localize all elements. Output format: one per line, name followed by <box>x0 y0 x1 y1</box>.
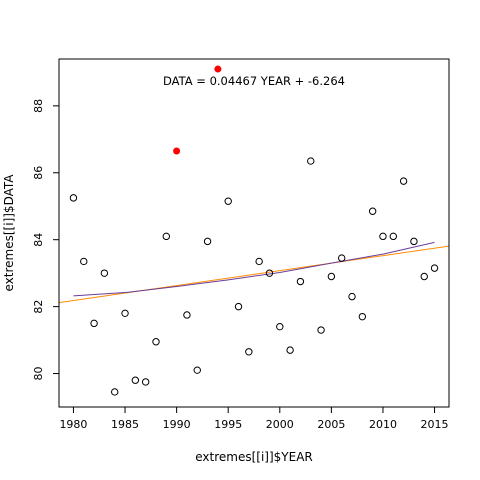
data-point <box>234 302 243 311</box>
data-point <box>131 376 140 384</box>
data-point <box>152 338 160 346</box>
data-points <box>69 65 439 396</box>
x-tick-label: 2005 <box>317 418 345 431</box>
data-point <box>317 326 325 334</box>
x-tick-label: 1995 <box>214 418 242 431</box>
data-point <box>276 322 284 331</box>
data-point <box>80 257 88 266</box>
x-tick-label: 1985 <box>111 418 139 431</box>
regression-equation: DATA = 0.04467 YEAR + -6.264 <box>163 74 345 88</box>
y-tick-label: 82 <box>32 300 45 314</box>
data-point <box>296 277 305 286</box>
x-axis-title: extremes[[i]]$YEAR <box>195 450 313 464</box>
data-point <box>141 378 150 386</box>
x-tick-label: 2015 <box>421 418 449 431</box>
data-point <box>337 254 346 262</box>
regression-line <box>59 245 449 304</box>
y-tick-label: 84 <box>32 233 45 247</box>
y-tick-label: 86 <box>32 166 45 180</box>
y-axis: 80 82 84 86 88 <box>32 99 60 381</box>
data-point <box>286 346 294 354</box>
y-axis-title: extremes[[i]]$DATA <box>2 174 16 292</box>
data-point <box>399 177 408 185</box>
x-tick-label: 1990 <box>163 418 191 431</box>
data-point <box>358 312 367 321</box>
data-point <box>430 264 439 272</box>
x-axis: 1980 1985 1990 1995 2000 2005 2010 2015 <box>59 406 449 431</box>
data-point <box>389 232 397 241</box>
data-point <box>121 309 129 318</box>
x-tick-label: 2000 <box>266 418 294 431</box>
x-tick-label: 2010 <box>369 418 397 431</box>
data-point <box>111 388 119 396</box>
data-point <box>193 366 201 374</box>
data-point <box>224 197 232 205</box>
x-tick-label: 1980 <box>59 418 87 431</box>
data-point <box>100 269 109 277</box>
data-point <box>255 257 263 266</box>
y-tick-label: 88 <box>32 99 45 113</box>
data-point <box>183 311 191 319</box>
y-tick-label: 80 <box>32 367 45 381</box>
data-point <box>307 157 315 165</box>
data-point <box>410 237 418 246</box>
data-point <box>69 194 78 202</box>
data-point <box>90 319 98 328</box>
data-point <box>245 348 253 356</box>
data-point <box>327 272 336 281</box>
highlighted-point <box>173 147 181 155</box>
data-point <box>265 269 274 277</box>
data-point <box>203 237 212 246</box>
fit-lines <box>59 241 449 304</box>
data-point <box>368 207 377 215</box>
data-point <box>348 292 356 301</box>
data-point <box>379 232 387 241</box>
highlighted-point <box>214 65 222 73</box>
data-point <box>420 272 428 281</box>
data-point <box>162 232 171 241</box>
smooth-trend-line <box>73 241 435 297</box>
